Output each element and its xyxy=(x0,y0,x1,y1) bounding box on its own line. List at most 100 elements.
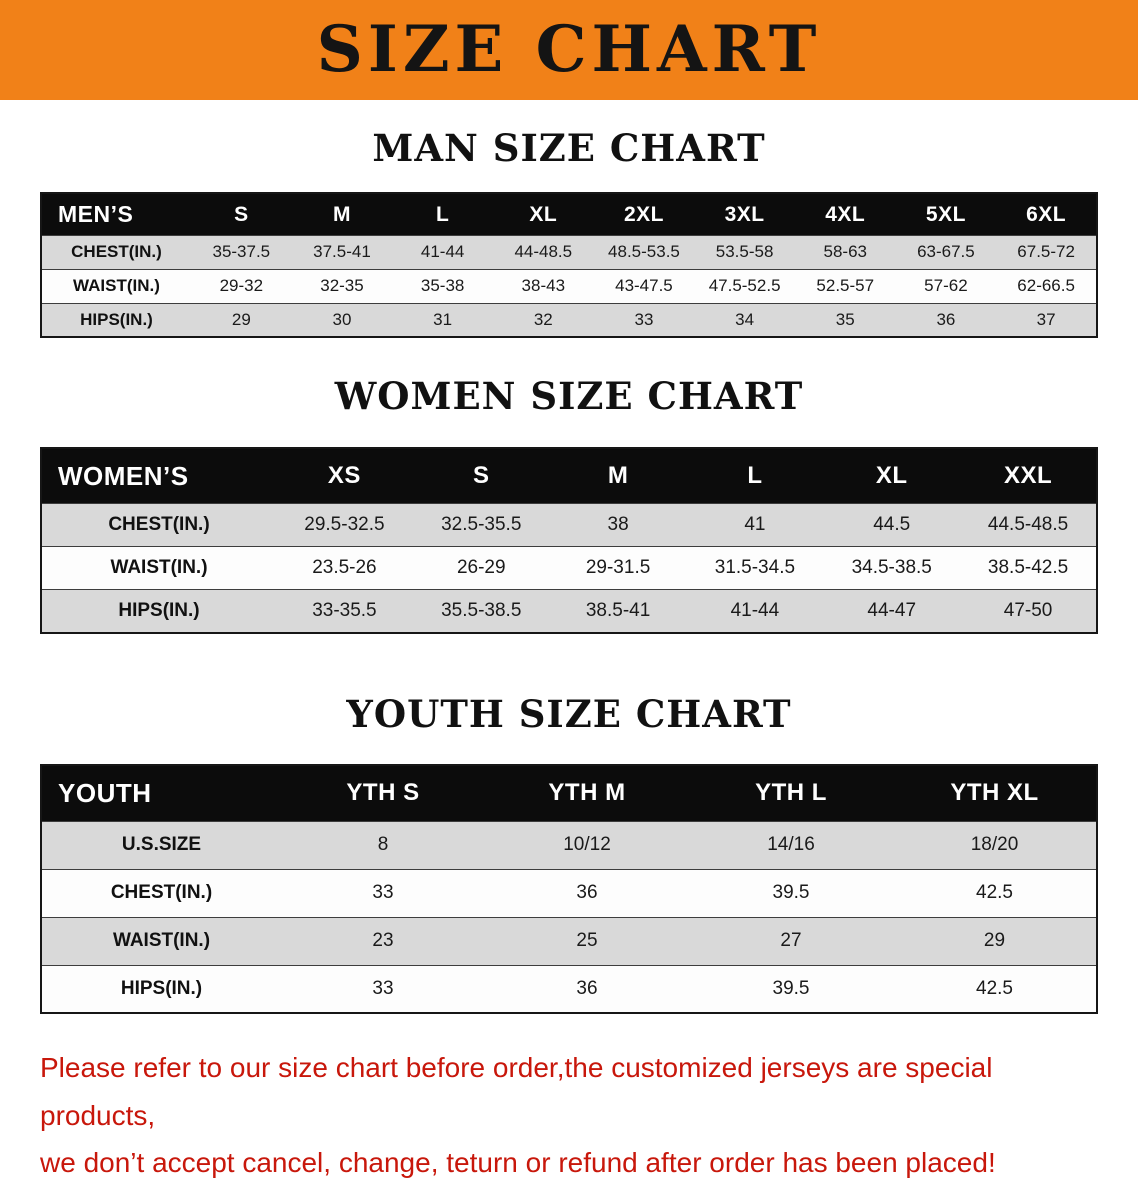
value-cell: 27 xyxy=(689,916,893,966)
value-cell: 30 xyxy=(291,302,393,338)
size-header-cell: YTH XL xyxy=(893,765,1097,822)
value-cell: 42.5 xyxy=(893,964,1097,1014)
size-header-cell: XL xyxy=(823,447,961,504)
size-header-cell: 6XL xyxy=(996,193,1097,236)
size-header-cell: YTH M xyxy=(485,765,689,822)
value-cell: 34.5-38.5 xyxy=(823,546,961,590)
value-cell: 41 xyxy=(686,503,824,547)
value-cell: 32.5-35.5 xyxy=(412,503,550,547)
row-label-cell: WAIST(IN.) xyxy=(41,268,191,304)
table-row: HIPS(IN.) 33-35.5 35.5-38.5 38.5-41 41-44 44-… xyxy=(41,589,1097,633)
value-cell: 36 xyxy=(485,868,689,918)
value-cell: 10/12 xyxy=(485,820,689,870)
value-cell: 39.5 xyxy=(689,868,893,918)
value-cell: 35-38 xyxy=(392,268,493,304)
men-section-heading: MAN SIZE CHART xyxy=(372,126,766,170)
value-cell: 38.5-41 xyxy=(549,589,687,633)
header-row: WOMEN’S XS S M L XL XXL xyxy=(41,447,1097,504)
value-cell: 43-47.5 xyxy=(593,268,695,304)
table-row: U.S.SIZE 8 10/12 14/16 18/20 xyxy=(41,820,1097,870)
value-cell: 36 xyxy=(895,302,997,338)
table-row: WAIST(IN.) 29-32 32-35 35-38 38-43 43-47.5 47.… xyxy=(41,268,1097,304)
size-header-cell: 2XL xyxy=(593,193,695,236)
value-cell: 29-31.5 xyxy=(549,546,687,590)
value-cell: 14/16 xyxy=(689,820,893,870)
size-header-cell: S xyxy=(412,447,550,504)
value-cell: 44-47 xyxy=(823,589,961,633)
row-label-cell: HIPS(IN.) xyxy=(41,964,281,1014)
value-cell: 33 xyxy=(593,302,695,338)
value-cell: 29-32 xyxy=(191,268,292,304)
value-cell: 37 xyxy=(996,302,1097,338)
table-row: HIPS(IN.) 29 30 31 32 33 34 35 36 37 xyxy=(41,302,1097,338)
women-size-section: WOMEN SIZE CHART WOMEN’S XS S M L XL XXL CHEST(… xyxy=(0,374,1138,634)
disclaimer: Please refer to our size chart before or… xyxy=(40,1044,1098,1187)
value-cell: 62-66.5 xyxy=(996,268,1097,304)
table-row: CHEST(IN.) 29.5-32.5 32.5-35.5 38 41 44.5 44.5… xyxy=(41,503,1097,547)
table-title-cell: MEN’S xyxy=(41,193,191,236)
youth-size-section: YOUTH SIZE CHART YOUTH YTH S YTH M YTH L YTH… xyxy=(0,691,1138,1015)
disclaimer-line-2: we don’t accept cancel, change, teturn o… xyxy=(40,1147,996,1179)
value-cell: 33 xyxy=(281,868,485,918)
row-label-cell: WAIST(IN.) xyxy=(41,546,276,590)
row-label-cell: CHEST(IN.) xyxy=(41,868,281,918)
row-label-cell: CHEST(IN.) xyxy=(41,234,191,270)
youth-section-heading: YOUTH SIZE CHART xyxy=(346,691,792,736)
value-cell: 26-29 xyxy=(412,546,550,590)
value-cell: 29.5-32.5 xyxy=(276,503,413,547)
value-cell: 32 xyxy=(492,302,594,338)
table-row: CHEST(IN.) 33 36 39.5 42.5 xyxy=(41,868,1097,918)
row-label-cell: HIPS(IN.) xyxy=(41,589,276,633)
value-cell: 23 xyxy=(281,916,485,966)
table-title-cell: WOMEN’S xyxy=(41,447,276,504)
value-cell: 41-44 xyxy=(392,234,493,270)
value-cell: 37.5-41 xyxy=(291,234,393,270)
size-header-cell: 3XL xyxy=(694,193,795,236)
value-cell: 31 xyxy=(392,302,493,338)
header-row: YOUTH YTH S YTH M YTH L YTH XL xyxy=(41,765,1097,822)
value-cell: 47-50 xyxy=(960,589,1097,633)
value-cell: 39.5 xyxy=(689,964,893,1014)
value-cell: 29 xyxy=(191,302,292,338)
row-label-cell: HIPS(IN.) xyxy=(41,302,191,338)
banner: SIZE CHART xyxy=(0,0,1138,100)
value-cell: 58-63 xyxy=(794,234,896,270)
row-label-cell: U.S.SIZE xyxy=(41,820,281,870)
value-cell: 44.5-48.5 xyxy=(960,503,1097,547)
value-cell: 29 xyxy=(893,916,1097,966)
size-header-cell: XXL xyxy=(960,447,1097,504)
size-header-cell: L xyxy=(686,447,824,504)
size-header-cell: YTH L xyxy=(689,765,893,822)
value-cell: 32-35 xyxy=(291,268,393,304)
value-cell: 57-62 xyxy=(895,268,997,304)
value-cell: 53.5-58 xyxy=(694,234,795,270)
size-header-cell: S xyxy=(191,193,292,236)
table-title-cell: YOUTH xyxy=(41,765,281,822)
value-cell: 25 xyxy=(485,916,689,966)
value-cell: 34 xyxy=(694,302,795,338)
value-cell: 18/20 xyxy=(893,820,1097,870)
value-cell: 38 xyxy=(549,503,687,547)
size-header-cell: XL xyxy=(492,193,594,236)
table-row: HIPS(IN.) 33 36 39.5 42.5 xyxy=(41,964,1097,1014)
size-header-cell: M xyxy=(291,193,393,236)
men-size-section: MAN SIZE CHART MEN’S S M L XL 2XL 3XL 4XL 5XL 6XL… xyxy=(0,126,1138,339)
women-size-table: WOMEN’S XS S M L XL XXL CHEST(IN.) 29.5-32.5 32.5… xyxy=(40,446,1098,634)
value-cell: 35 xyxy=(794,302,896,338)
youth-size-table: YOUTH YTH S YTH M YTH L YTH XL U.S.SIZE 8 10/12… xyxy=(40,764,1098,1015)
men-size-table: MEN’S S M L XL 2XL 3XL 4XL 5XL 6XL CHEST(IN.) 35-37… xyxy=(40,192,1098,339)
size-header-cell: 5XL xyxy=(895,193,997,236)
row-label-cell: CHEST(IN.) xyxy=(41,503,276,547)
value-cell: 44.5 xyxy=(823,503,961,547)
value-cell: 35.5-38.5 xyxy=(412,589,550,633)
value-cell: 38-43 xyxy=(492,268,594,304)
women-section-heading: WOMEN SIZE CHART xyxy=(334,374,804,419)
value-cell: 63-67.5 xyxy=(895,234,997,270)
value-cell: 67.5-72 xyxy=(996,234,1097,270)
value-cell: 23.5-26 xyxy=(276,546,413,590)
value-cell: 38.5-42.5 xyxy=(960,546,1097,590)
value-cell: 41-44 xyxy=(686,589,824,633)
value-cell: 8 xyxy=(281,820,485,870)
value-cell: 31.5-34.5 xyxy=(686,546,824,590)
